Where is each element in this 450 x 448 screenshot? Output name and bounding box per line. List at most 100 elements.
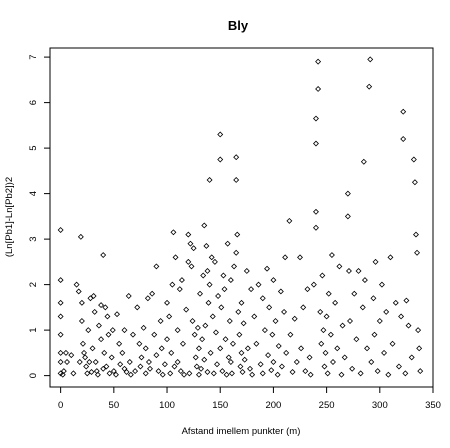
data-point: [313, 140, 319, 147]
data-point: [199, 336, 206, 343]
data-point: [372, 258, 379, 265]
data-point: [289, 369, 296, 375]
data-point: [78, 299, 85, 306]
data-point: [221, 286, 228, 293]
data-point: [145, 359, 152, 365]
data-point: [222, 336, 229, 343]
data-point: [413, 231, 419, 238]
data-point: [313, 208, 319, 215]
data-point: [123, 369, 130, 375]
data-point: [344, 190, 351, 197]
data-point: [116, 340, 123, 347]
data-point: [300, 304, 307, 311]
data-point: [86, 359, 93, 365]
data-point: [414, 249, 421, 256]
data-point: [293, 359, 300, 365]
data-point: [181, 371, 188, 378]
data-point: [322, 349, 329, 356]
data-point: [130, 331, 136, 338]
data-point: [177, 368, 184, 375]
x-tick-label: 0: [58, 400, 63, 411]
data-point: [278, 363, 285, 370]
data-point: [144, 295, 151, 302]
data-point: [408, 354, 415, 361]
data-point: [282, 254, 289, 261]
y-tick-label: 3: [28, 236, 39, 241]
data-point: [155, 368, 162, 375]
x-tick-label: 350: [425, 400, 441, 411]
data-point: [213, 329, 219, 336]
data-point: [297, 254, 303, 261]
data-point: [259, 295, 266, 302]
data-point: [378, 281, 385, 288]
data-point: [277, 288, 284, 295]
data-point: [298, 345, 305, 352]
data-point: [411, 179, 418, 186]
data-point: [253, 340, 260, 347]
y-tick-label: 5: [28, 145, 39, 150]
data-point: [188, 263, 195, 270]
data-point: [201, 356, 208, 363]
data-point: [164, 336, 170, 343]
data-point: [353, 336, 360, 343]
data-point: [136, 340, 143, 347]
data-point: [247, 365, 253, 372]
data-point: [192, 354, 199, 361]
data-point: [206, 281, 213, 288]
data-point: [234, 231, 241, 238]
data-point: [361, 277, 368, 284]
data-point: [103, 363, 110, 370]
data-point: [176, 286, 183, 293]
data-point: [323, 313, 330, 320]
data-point: [159, 371, 166, 378]
data-point: [157, 318, 164, 324]
data-point: [349, 365, 356, 372]
data-point: [142, 370, 149, 377]
data-point: [410, 156, 417, 163]
data-point: [78, 318, 85, 324]
data-point: [275, 343, 282, 350]
data-point: [341, 354, 348, 361]
data-point: [112, 371, 119, 378]
data-point: [240, 320, 247, 327]
data-point: [344, 213, 351, 220]
data-point: [251, 313, 258, 320]
data-point: [191, 331, 198, 338]
data-point: [264, 265, 270, 272]
data-point: [225, 354, 232, 361]
data-point: [174, 327, 181, 334]
data-point: [198, 365, 205, 372]
x-tick-label: 150: [212, 400, 228, 411]
data-point: [270, 277, 277, 284]
data-point: [161, 361, 168, 368]
data-point: [57, 277, 64, 284]
data-point: [211, 258, 218, 265]
data-point: [255, 281, 262, 288]
y-axis-label: (Ln[Pb1]-Ln[Pb2])2: [4, 177, 15, 257]
data-point: [357, 370, 364, 377]
data-point: [110, 368, 117, 375]
data-point: [241, 356, 248, 363]
y-tick-label: 0: [28, 373, 39, 378]
data-point: [142, 345, 149, 352]
data-point: [367, 56, 374, 63]
data-point: [319, 272, 326, 279]
data-point: [347, 318, 353, 324]
data-point: [259, 370, 266, 377]
data-point: [400, 136, 407, 142]
data-point: [95, 322, 102, 329]
data-point: [126, 359, 133, 365]
data-point: [217, 345, 224, 352]
data-point: [208, 254, 215, 261]
data-point: [306, 354, 313, 361]
data-point: [171, 363, 178, 370]
data-point: [60, 368, 67, 375]
data-point: [168, 349, 175, 356]
data-point: [416, 345, 423, 352]
data-point: [101, 349, 108, 356]
data-point: [178, 277, 185, 284]
data-point: [57, 359, 64, 365]
data-point: [227, 359, 234, 365]
data-point: [371, 331, 378, 338]
data-point: [102, 304, 109, 311]
